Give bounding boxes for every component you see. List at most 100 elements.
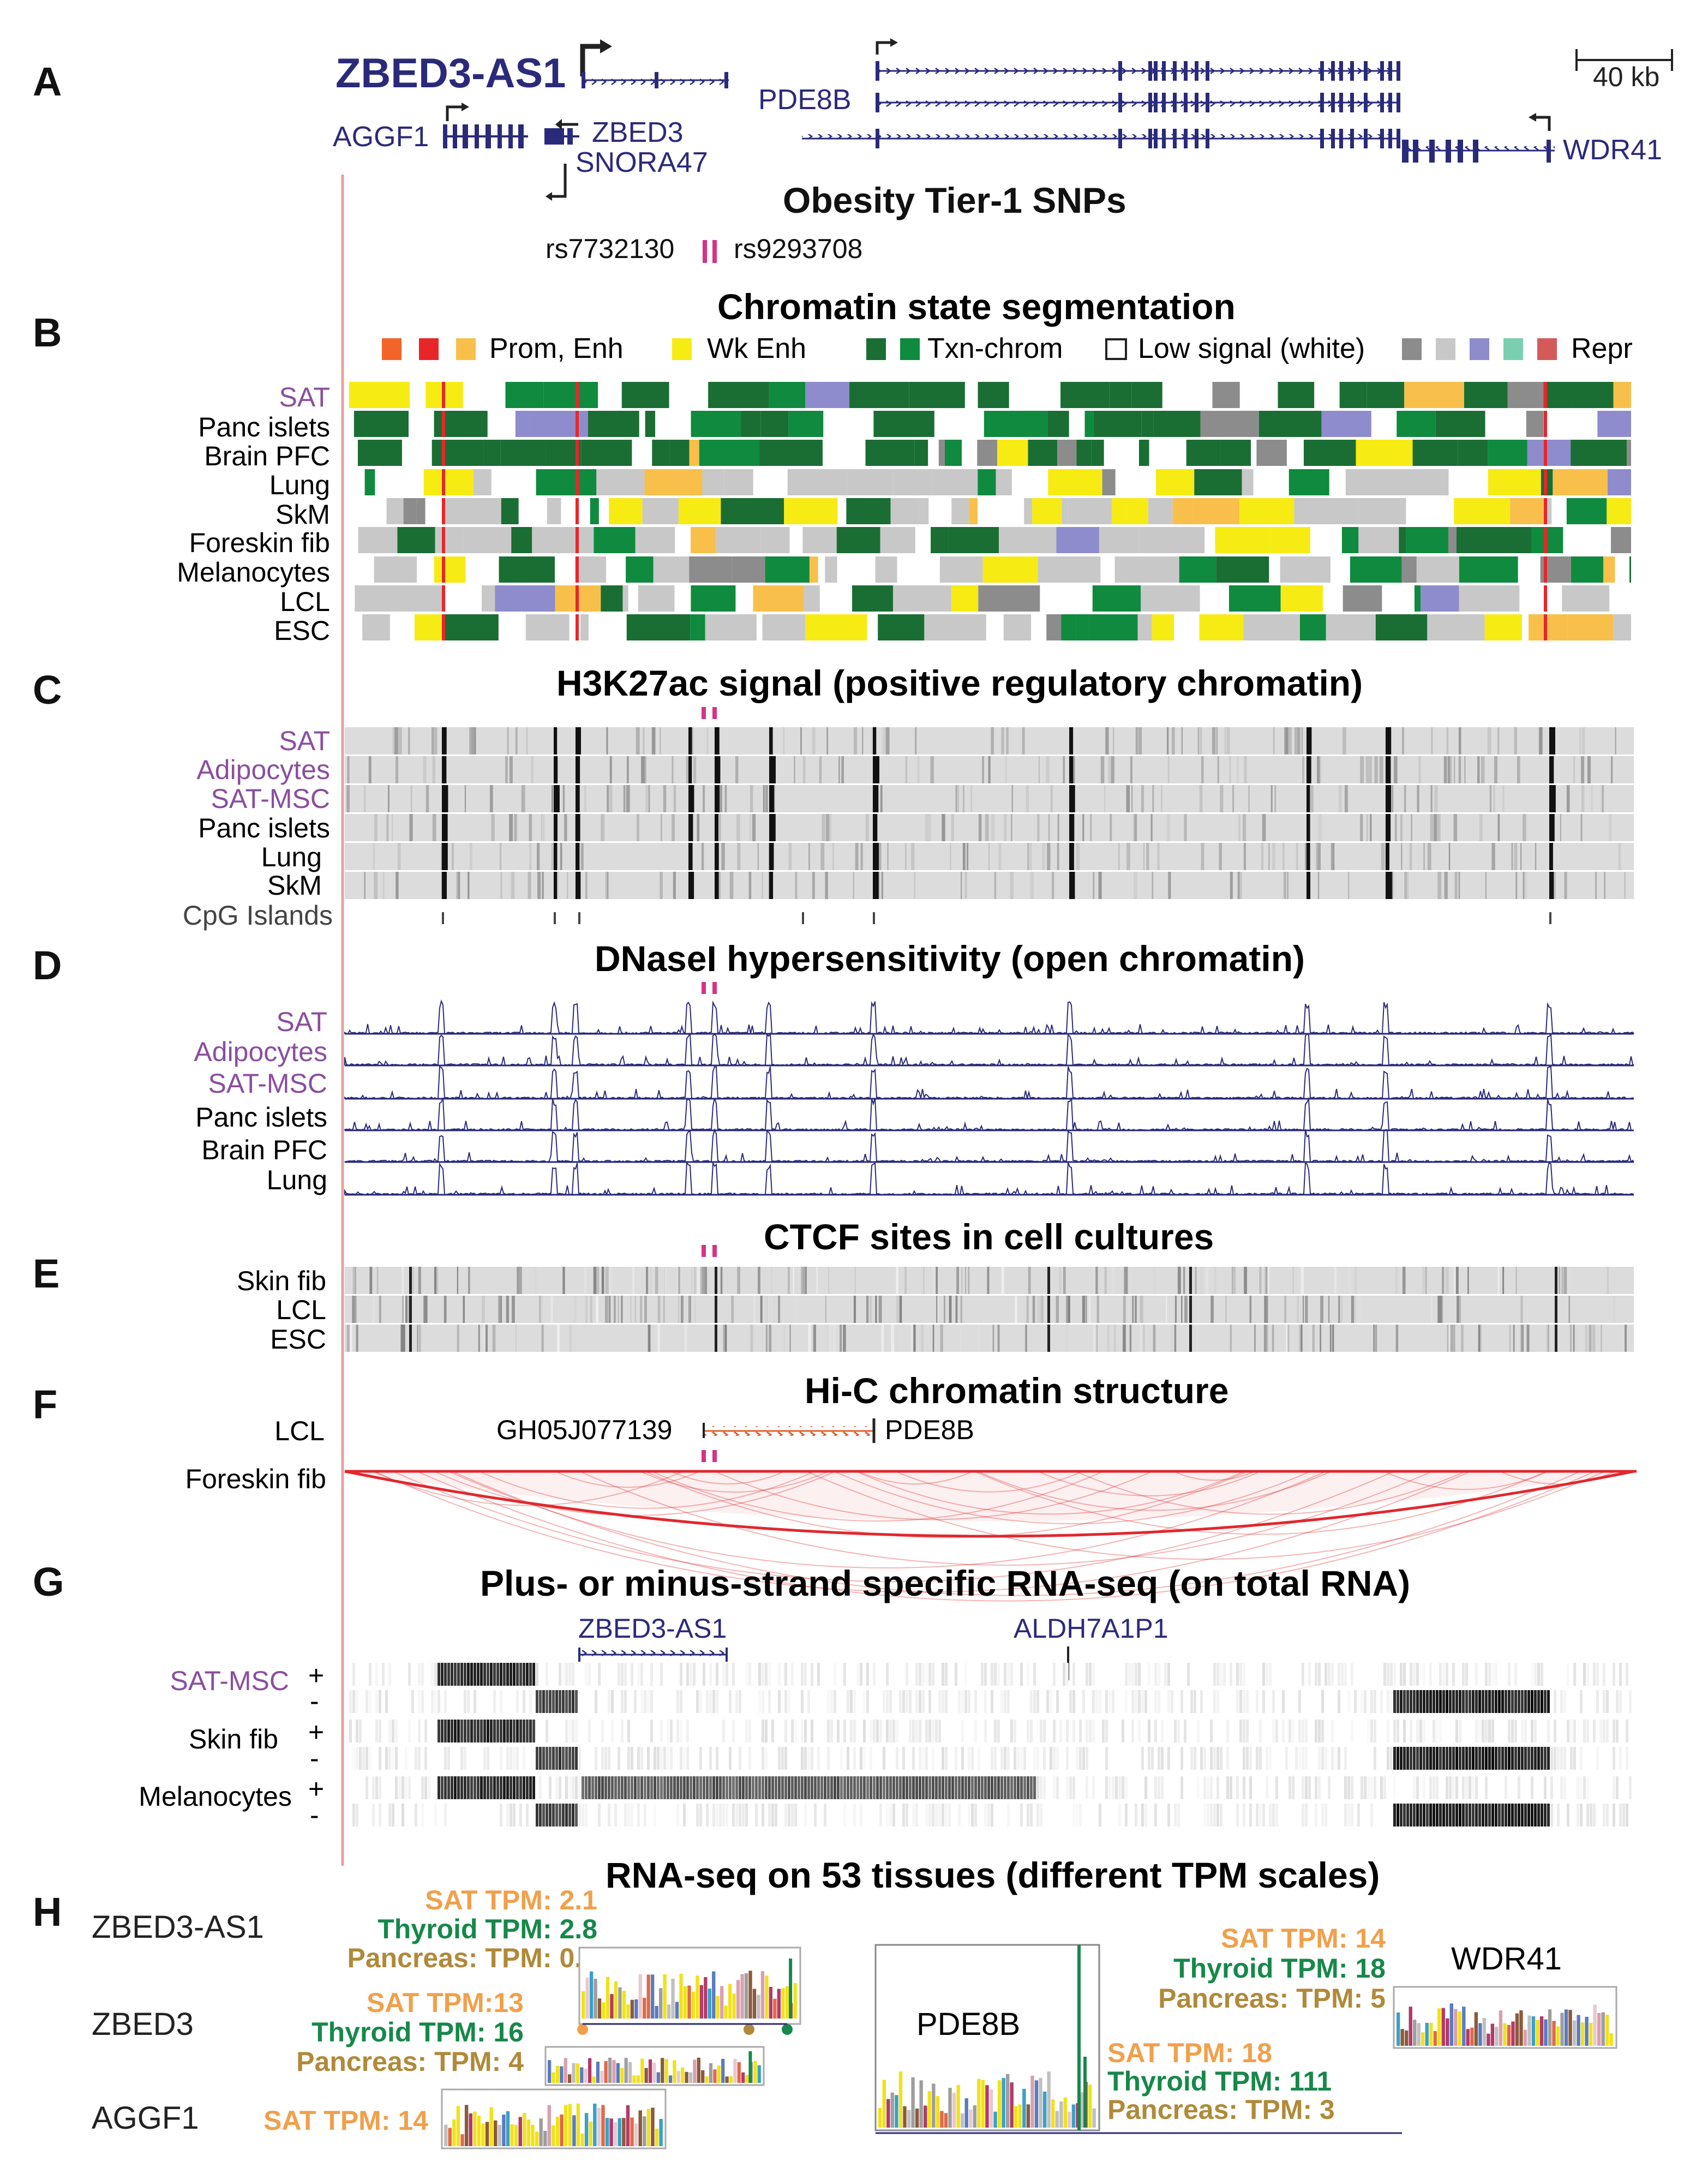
- row-label-d-sat-msc: SAT-MSC: [208, 1068, 327, 1099]
- panel-letter-h: H: [33, 1889, 62, 1935]
- legend-label-low-signal: Low signal (white): [1138, 333, 1365, 364]
- h-gene-zbed3: ZBED3: [92, 2007, 194, 2042]
- panel-b-chromatin-states: Chromatin state segmentation Prom, Enh W…: [177, 286, 1632, 646]
- panel-e-ctcf: CTCF sites in cell cultures Skin fib LCL…: [237, 1217, 1634, 1355]
- ctcf-tracks: [345, 1267, 1634, 1352]
- hic-target-label: PDE8B: [885, 1415, 974, 1445]
- gene-zbed3-body: [544, 128, 564, 145]
- scale-bar-label: 40 kb: [1593, 62, 1659, 92]
- chromatin-state-tracks: [349, 382, 1631, 640]
- row-label-c-lung: Lung: [261, 842, 322, 872]
- panel-c-h3k27ac: H3K27ac signal (positive regulatory chro…: [183, 663, 1634, 931]
- row-label-b-lung: Lung: [269, 470, 330, 500]
- snp-marker-rs9293708: [712, 240, 717, 263]
- panel-g-title: Plus- or minus-strand specific RNA-seq (…: [480, 1563, 1410, 1603]
- tpm-zbed3-thyroid: Thyroid TPM: 16: [311, 2017, 524, 2047]
- tpm-zbed3-as1-pancreas: Pancreas: TPM: 0.2: [347, 1943, 597, 1973]
- row-label-b-brain-pfc: Brain PFC: [204, 441, 330, 471]
- panel-c-title: H3K27ac signal (positive regulatory chro…: [556, 663, 1363, 703]
- stranded-rnaseq-tracks: [349, 1663, 1632, 1826]
- panel-letter-f: F: [33, 1382, 57, 1427]
- panel-e-title: CTCF sites in cell cultures: [764, 1217, 1214, 1257]
- pde8b-exons: [876, 61, 1400, 148]
- row-label-d-sat: SAT: [276, 1007, 327, 1037]
- panel-letter-g: G: [33, 1559, 64, 1604]
- pde8b-chart-label: PDE8B: [916, 2007, 1020, 2042]
- gene-label-g-zbed3-as1: ZBED3-AS1: [578, 1613, 727, 1644]
- snp-track-title: Obesity Tier-1 SNPs: [783, 180, 1126, 220]
- row-label-f-foreskin-fib: Foreskin fib: [185, 1464, 326, 1494]
- row-label-b-skm: SkM: [275, 499, 330, 530]
- snp-label-rs7732130: rs7732130: [546, 233, 674, 264]
- gene-label-aggf1: AGGF1: [333, 121, 429, 153]
- row-label-b-lcl: LCL: [280, 586, 330, 617]
- strand-minus-3: -: [310, 1800, 319, 1830]
- row-label-d-lung: Lung: [267, 1165, 327, 1195]
- row-label-b-sat: SAT: [279, 382, 330, 412]
- panel-b-title: Chromatin state segmentation: [717, 286, 1236, 327]
- panel-letter-d: D: [33, 943, 62, 988]
- gene-label-aldh7a1p1: ALDH7A1P1: [1014, 1613, 1168, 1644]
- legend-swatch-promoter: [382, 338, 401, 360]
- sat-dot-marker: [577, 2024, 588, 2035]
- legend-label-wk-enh: Wk Enh: [707, 333, 806, 364]
- pancreas-dot-marker: [744, 2024, 754, 2035]
- panel-letter-a: A: [33, 59, 62, 104]
- panel-h-title: RNA-seq on 53 tissues (different TPM sca…: [606, 1855, 1380, 1895]
- row-label-d-panc-islets: Panc islets: [195, 1102, 327, 1133]
- snp-marker-c: [702, 707, 706, 719]
- wdr41-chart-label: WDR41: [1451, 1941, 1562, 1977]
- legend-swatch-txn: [866, 338, 886, 360]
- tissue-expression-bars: [444, 1945, 1613, 2146]
- row-label-e-skin-fib: Skin fib: [237, 1266, 326, 1296]
- cpg-island-ticks: [442, 912, 1551, 924]
- legend-label-repr: Repr: [1571, 333, 1633, 364]
- row-label-c-panc-islets: Panc islets: [198, 813, 330, 843]
- legend-swatch-repressed: [1402, 338, 1422, 360]
- snp-marker-e: [702, 1245, 706, 1257]
- tss-arrow-icon: [446, 105, 464, 121]
- tpm-pde8b-sat: SAT TPM: 18: [1107, 2038, 1272, 2068]
- hic-enhancer-label: GH05J077139: [496, 1415, 672, 1445]
- row-label-e-esc: ESC: [270, 1324, 326, 1355]
- row-label-d-adipocytes: Adipocytes: [194, 1037, 327, 1067]
- row-label-g-skin-fib: Skin fib: [189, 1724, 278, 1754]
- row-label-g-sat-msc: SAT-MSC: [170, 1666, 289, 1696]
- legend-label-txn-chrom: Txn-chrom: [927, 333, 1063, 364]
- gene-label-zbed3: ZBED3: [592, 117, 684, 148]
- panel-g-stranded-rnaseq: Plus- or minus-strand specific RNA-seq (…: [139, 1563, 1632, 1830]
- strand-plus-1: +: [308, 1660, 324, 1691]
- snp-marker-rs7732130: [703, 240, 707, 263]
- h-gene-zbed3-as1: ZBED3-AS1: [92, 1909, 264, 1945]
- panel-letter-c: C: [33, 667, 62, 712]
- tpm-wdr41-pancreas: Pancreas: TPM: 5: [1158, 1983, 1386, 2014]
- tpm-zbed3-as1-sat: SAT TPM: 2.1: [425, 1885, 597, 1915]
- gene-label-zbed3-as1: ZBED3-AS1: [335, 50, 566, 97]
- panel-d-title: DNaseI hypersensitivity (open chromatin): [595, 938, 1305, 979]
- row-label-b-esc: ESC: [274, 615, 330, 646]
- row-label-c-sat-msc: SAT-MSC: [211, 783, 330, 814]
- tpm-zbed3-sat: SAT TPM:13: [367, 1987, 524, 2018]
- tpm-wdr41-thyroid: Thyroid TPM: 18: [1173, 1953, 1386, 1984]
- legend-swatch-low-signal: [1105, 338, 1127, 360]
- row-label-c-adipocytes: Adipocytes: [196, 754, 330, 785]
- panel-d-dnase: DNaseI hypersensitivity (open chromatin)…: [194, 938, 1634, 1196]
- row-label-b-melanocytes: Melanocytes: [177, 557, 330, 588]
- strand-plus-2: +: [308, 1717, 324, 1747]
- legend-swatch-weak-enhancer: [672, 338, 692, 360]
- strand-minus-2: -: [310, 1743, 319, 1774]
- h-gene-aggf1: AGGF1: [92, 2100, 199, 2136]
- tss-arrow-icon: [876, 41, 892, 55]
- tpm-pde8b-pancreas: Pancreas: TPM: 3: [1107, 2094, 1335, 2125]
- gene-label-wdr41: WDR41: [1563, 134, 1662, 166]
- tpm-zbed3-as1-thyroid: Thyroid TPM: 2.8: [377, 1914, 597, 1944]
- dnase-tracks: [344, 999, 1634, 1196]
- row-label-b-panc-islets: Panc islets: [198, 412, 330, 442]
- tpm-aggf1-sat: SAT TPM: 14: [263, 2105, 428, 2136]
- tss-arrow-icon: [580, 44, 606, 76]
- thyroid-dot-marker: [782, 2024, 793, 2035]
- snp-marker-d: [702, 982, 706, 994]
- panel-f-title: Hi-C chromatin structure: [805, 1370, 1228, 1411]
- panel-h-tissue-expression: RNA-seq on 53 tissues (different TPM sca…: [92, 1855, 1617, 2149]
